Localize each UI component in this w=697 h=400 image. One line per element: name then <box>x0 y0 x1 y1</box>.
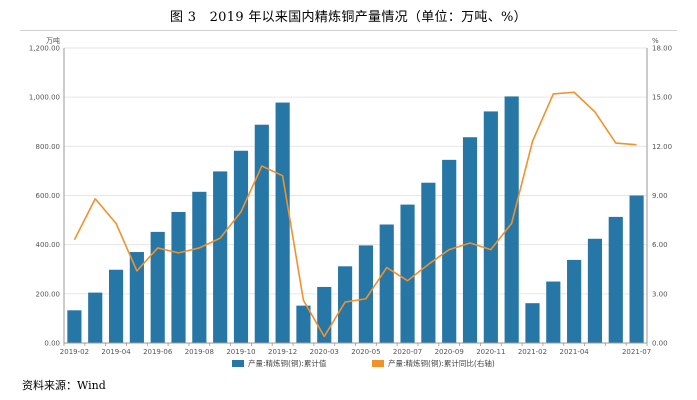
bar <box>462 137 478 343</box>
y2-tick-label: 6.00 <box>652 241 668 249</box>
y2-tick-label: 9.00 <box>652 192 668 200</box>
y-tick-label: 0.00 <box>44 340 60 348</box>
legend: 产量:精炼铜(铜):累计值 产量:精炼铜(铜):累计同比(右轴) <box>232 358 495 368</box>
bar <box>546 281 561 343</box>
bar <box>88 292 103 343</box>
series-line <box>73 91 637 338</box>
bar <box>629 195 644 343</box>
bar <box>358 245 373 343</box>
x-tick-label: 2019-02 <box>60 348 89 356</box>
x-tick-label: 2020-07 <box>393 348 422 356</box>
bar <box>171 211 186 343</box>
x-tick-label: 2020-11 <box>476 348 505 356</box>
axes: 0.00 0.00 200.00 3.00 400.00 6.00 600.00 9.00 80… <box>29 36 672 356</box>
bar <box>525 303 540 343</box>
bar <box>233 150 249 343</box>
bar <box>108 269 124 343</box>
y-axis-unit: 万吨 <box>46 36 60 45</box>
x-tick-label: 2021-07 <box>622 348 651 356</box>
bar <box>608 216 623 343</box>
figure-title: 图 3 2019 年以来国内精炼铜产量情况（单位：万吨、%） <box>170 10 527 25</box>
x-tick-label: 2020-05 <box>351 348 380 356</box>
bar <box>504 96 519 343</box>
x-tick-label: 2021-04 <box>560 348 590 356</box>
legend-label-bar: 产量:精炼铜(铜):累计值 <box>248 358 327 368</box>
y2-tick-label: 12.00 <box>652 143 672 151</box>
bar-series <box>67 96 644 343</box>
y-tick-label: 1,200.00 <box>29 45 60 53</box>
chart-frame: 0.00 0.00 200.00 3.00 400.00 6.00 600.00 9.00 80… <box>20 30 677 376</box>
x-tick-label: 2020-09 <box>435 348 464 356</box>
y2-tick-label: 15.00 <box>652 94 672 102</box>
bar <box>567 259 582 343</box>
x-tick-label: 2020-03 <box>310 348 339 356</box>
bar <box>213 171 228 343</box>
bar <box>129 252 144 343</box>
bar <box>150 231 165 343</box>
y2-axis-unit: % <box>652 37 659 45</box>
bar <box>275 102 290 343</box>
bar <box>587 238 603 343</box>
bar <box>317 286 332 343</box>
legend-swatch-line <box>372 360 384 367</box>
x-tick-label: 2019-04 <box>101 348 131 356</box>
legend-swatch-bar <box>232 360 244 367</box>
x-tick-label: 2019-06 <box>143 348 173 356</box>
bar <box>254 124 269 343</box>
chart: 0.00 0.00 200.00 3.00 400.00 6.00 600.00 9.00 80… <box>29 36 672 368</box>
bar <box>421 182 436 343</box>
bar <box>192 191 207 343</box>
y2-tick-label: 0.00 <box>652 340 668 348</box>
x-tick-label: 2021-02 <box>518 348 547 356</box>
bar <box>379 224 394 343</box>
bar <box>442 159 457 343</box>
x-tick-label: 2019-12 <box>268 348 297 356</box>
bar <box>483 111 498 343</box>
bar <box>296 305 311 343</box>
y2-tick-label: 3.00 <box>652 290 668 298</box>
y-tick-label: 600.00 <box>36 192 61 200</box>
y2-tick-label: 18.00 <box>652 45 672 53</box>
legend-label-line: 产量:精炼铜(铜):累计同比(右轴) <box>388 358 495 368</box>
source-note: 资料来源：Wind <box>22 379 106 392</box>
x-tick-label: 2019-08 <box>185 348 214 356</box>
x-tick-label: 2019-10 <box>226 348 255 356</box>
y-tick-label: 200.00 <box>36 290 61 298</box>
bar <box>400 204 415 343</box>
y-tick-label: 1,000.00 <box>29 94 60 102</box>
y-tick-label: 800.00 <box>36 143 61 151</box>
bar <box>338 266 353 343</box>
bar <box>67 310 82 343</box>
y-tick-label: 400.00 <box>36 241 61 249</box>
line-series <box>73 91 637 338</box>
